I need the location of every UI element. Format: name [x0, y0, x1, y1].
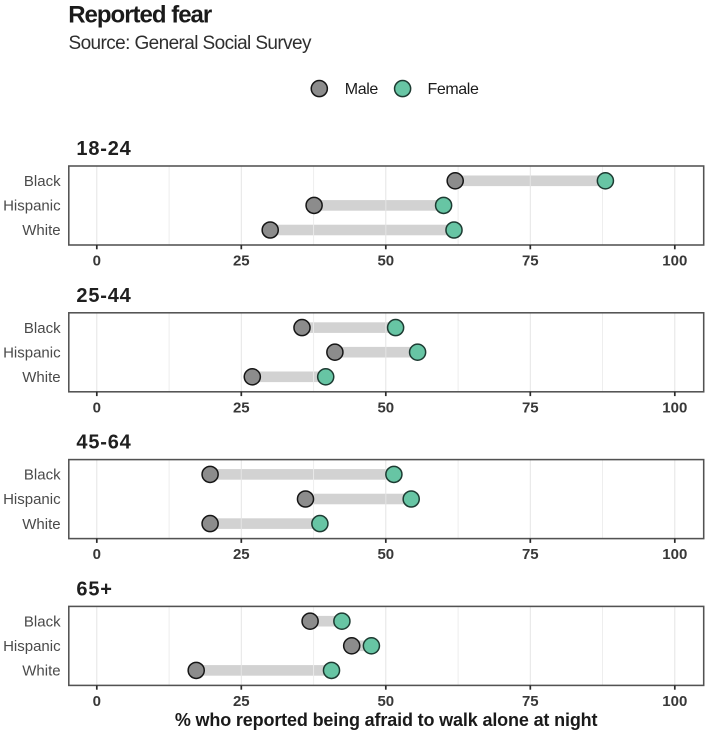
- svg-text:75: 75: [522, 693, 539, 710]
- svg-text:50: 50: [377, 253, 394, 270]
- svg-text:White: White: [22, 663, 60, 680]
- svg-text:0: 0: [93, 399, 101, 416]
- svg-text:Black: Black: [24, 467, 61, 484]
- svg-text:Hispanic: Hispanic: [3, 198, 61, 215]
- svg-text:0: 0: [93, 546, 101, 563]
- svg-text:50: 50: [377, 546, 394, 563]
- svg-text:Black: Black: [24, 173, 61, 190]
- svg-text:Hispanic: Hispanic: [3, 638, 61, 655]
- svg-text:25: 25: [233, 546, 250, 563]
- svg-text:Reported fear: Reported fear: [68, 2, 212, 29]
- svg-text:18-24: 18-24: [76, 138, 131, 160]
- svg-text:75: 75: [522, 399, 539, 416]
- svg-text:Source: General Social Survey: Source: General Social Survey: [69, 33, 312, 54]
- svg-text:100: 100: [662, 546, 687, 563]
- svg-text:100: 100: [662, 693, 687, 710]
- svg-text:75: 75: [522, 253, 539, 270]
- svg-text:75: 75: [522, 546, 539, 563]
- svg-text:Black: Black: [24, 613, 61, 630]
- svg-text:Hispanic: Hispanic: [3, 344, 61, 361]
- svg-text:White: White: [22, 222, 60, 239]
- svg-text:0: 0: [93, 693, 101, 710]
- svg-text:50: 50: [377, 693, 394, 710]
- svg-text:White: White: [22, 516, 60, 533]
- svg-text:45-64: 45-64: [76, 432, 131, 454]
- svg-text:100: 100: [662, 399, 687, 416]
- svg-text:0: 0: [93, 253, 101, 270]
- svg-text:25: 25: [233, 253, 250, 270]
- svg-text:Female: Female: [428, 81, 479, 98]
- svg-text:25: 25: [233, 693, 250, 710]
- svg-text:Male: Male: [345, 81, 379, 98]
- svg-text:White: White: [22, 369, 60, 386]
- svg-text:25: 25: [233, 399, 250, 416]
- svg-text:50: 50: [377, 399, 394, 416]
- svg-text:100: 100: [662, 253, 687, 270]
- svg-text:65+: 65+: [76, 578, 112, 600]
- svg-text:% who reported being afraid to: % who reported being afraid to walk alon…: [175, 710, 598, 730]
- svg-text:25-44: 25-44: [76, 285, 131, 307]
- svg-text:Black: Black: [24, 320, 61, 337]
- svg-text:Hispanic: Hispanic: [3, 491, 61, 508]
